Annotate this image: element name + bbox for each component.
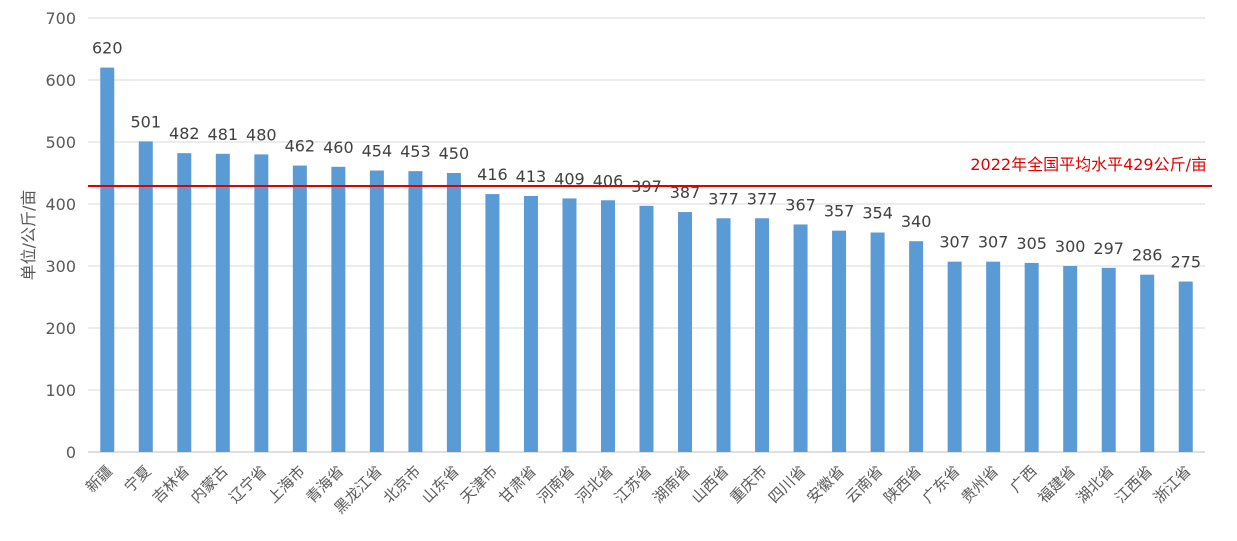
y-tick-label: 100 bbox=[45, 381, 76, 400]
data-label: 300 bbox=[1055, 237, 1086, 256]
category-label: 安徽省 bbox=[803, 462, 848, 507]
bar bbox=[177, 153, 192, 452]
bar bbox=[408, 171, 423, 452]
category-label: 重庆市 bbox=[726, 462, 771, 507]
bar bbox=[523, 195, 538, 452]
bar bbox=[254, 154, 269, 452]
bar bbox=[678, 212, 693, 452]
category-label: 甘肃省 bbox=[495, 462, 540, 507]
bar bbox=[870, 232, 885, 452]
category-label: 新疆 bbox=[82, 462, 116, 496]
bar bbox=[369, 170, 384, 452]
bar bbox=[331, 166, 346, 453]
y-tick-label: 600 bbox=[45, 71, 76, 90]
bars bbox=[100, 67, 1193, 453]
bar bbox=[832, 230, 847, 452]
category-label: 浙江省 bbox=[1150, 462, 1195, 507]
category-label: 陕西省 bbox=[880, 462, 925, 507]
category-label: 河南省 bbox=[534, 462, 579, 507]
bar bbox=[639, 205, 654, 452]
bar bbox=[1024, 262, 1039, 452]
y-axis-label: 单位/公斤/亩 bbox=[19, 190, 38, 281]
bar bbox=[485, 194, 500, 452]
bar bbox=[215, 153, 230, 452]
bar bbox=[292, 165, 307, 452]
category-label: 四川省 bbox=[765, 462, 810, 507]
data-label: 409 bbox=[554, 169, 585, 188]
data-labels: 620 501 482 481 480 462 460 454 453 450 416 413 409 4… bbox=[92, 39, 1201, 272]
data-label: 454 bbox=[362, 142, 393, 161]
bar bbox=[986, 261, 1001, 452]
bar bbox=[1063, 266, 1078, 452]
bar bbox=[1101, 267, 1116, 452]
category-label: 云南省 bbox=[842, 462, 887, 507]
y-tick-label: 400 bbox=[45, 195, 76, 214]
category-label: 北京市 bbox=[380, 462, 425, 507]
category-label: 内蒙古 bbox=[187, 462, 232, 507]
category-label: 天津市 bbox=[457, 462, 502, 507]
data-label: 297 bbox=[1093, 239, 1124, 258]
category-label: 湖南省 bbox=[649, 462, 694, 507]
bar bbox=[793, 224, 808, 452]
data-label: 354 bbox=[862, 204, 893, 223]
data-label: 377 bbox=[708, 189, 739, 208]
category-label: 上海市 bbox=[264, 462, 309, 507]
category-label: 贵州省 bbox=[957, 462, 1002, 507]
reference-line-label: 2022年全国平均水平429公斤/亩 bbox=[970, 155, 1207, 174]
category-label: 江苏省 bbox=[611, 462, 656, 507]
data-label: 357 bbox=[824, 202, 855, 221]
data-label: 377 bbox=[747, 189, 778, 208]
data-label: 450 bbox=[439, 144, 470, 163]
category-label: 吉林省 bbox=[149, 462, 194, 507]
category-label: 湖北省 bbox=[1073, 462, 1118, 507]
y-tick-label: 300 bbox=[45, 257, 76, 276]
data-label: 307 bbox=[978, 233, 1009, 252]
data-label: 387 bbox=[670, 183, 701, 202]
category-label: 广西 bbox=[1007, 462, 1041, 496]
data-label: 482 bbox=[169, 124, 200, 143]
data-label: 275 bbox=[1170, 253, 1201, 272]
data-label: 406 bbox=[593, 171, 624, 190]
category-label: 山东省 bbox=[418, 462, 463, 507]
data-label: 305 bbox=[1016, 234, 1047, 253]
category-label: 福建省 bbox=[1034, 462, 1079, 507]
bar bbox=[1178, 281, 1193, 452]
data-label: 286 bbox=[1132, 246, 1163, 265]
category-label: 河北省 bbox=[572, 462, 617, 507]
category-label: 广东省 bbox=[919, 462, 964, 507]
bar bbox=[755, 218, 770, 452]
bar bbox=[446, 173, 461, 452]
bar bbox=[1140, 274, 1155, 452]
y-tick-label: 500 bbox=[45, 133, 76, 152]
bar bbox=[716, 218, 731, 452]
data-label: 307 bbox=[939, 233, 970, 252]
y-tick-label: 0 bbox=[66, 443, 76, 462]
y-tick-label: 700 bbox=[45, 9, 76, 28]
data-label: 480 bbox=[246, 125, 277, 144]
y-tick-label: 200 bbox=[45, 319, 76, 338]
data-label: 481 bbox=[208, 125, 239, 144]
category-label: 宁夏 bbox=[121, 462, 155, 496]
bar bbox=[909, 241, 924, 452]
category-label: 山西省 bbox=[688, 462, 733, 507]
data-label: 501 bbox=[131, 112, 162, 131]
bar bbox=[562, 198, 577, 452]
data-label: 462 bbox=[285, 137, 316, 156]
y-axis-ticks: 0 100 200 300 400 500 600 700 bbox=[45, 9, 76, 462]
data-label: 620 bbox=[92, 39, 123, 58]
category-label: 辽宁省 bbox=[226, 462, 271, 507]
data-label: 340 bbox=[901, 212, 932, 231]
bar bbox=[600, 200, 615, 452]
data-label: 460 bbox=[323, 138, 354, 157]
category-label: 江西省 bbox=[1111, 462, 1156, 507]
data-label: 416 bbox=[477, 165, 508, 184]
bar bbox=[947, 261, 962, 452]
data-label: 453 bbox=[400, 142, 431, 161]
bar bbox=[138, 141, 153, 452]
data-label: 413 bbox=[516, 167, 547, 186]
bar bbox=[100, 67, 115, 452]
data-label: 367 bbox=[785, 195, 816, 214]
category-labels: 新疆 宁夏吉林省内蒙古辽宁省上海市青海省黑龙江省北京市山东省天津市甘肃省河南省河北… bbox=[82, 462, 1194, 517]
